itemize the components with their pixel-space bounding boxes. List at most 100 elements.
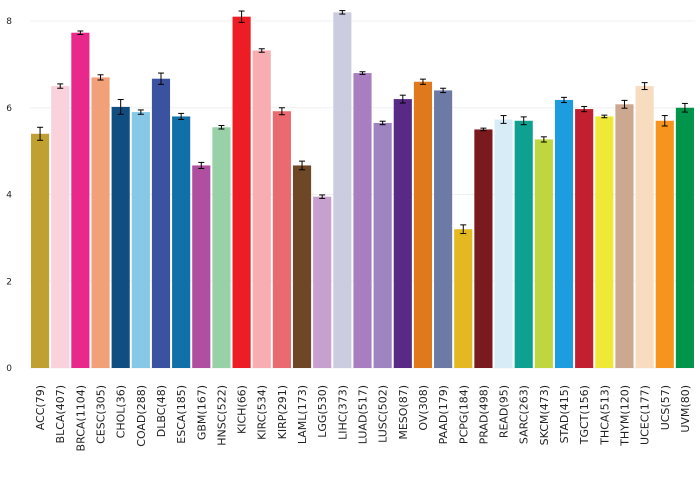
bar (111, 106, 130, 368)
x-tick-label: LGG(530) (316, 385, 329, 438)
error-bar (278, 107, 285, 116)
error-bar (37, 126, 44, 141)
bar (615, 104, 634, 368)
bar (192, 165, 211, 368)
x-tick-label: OV(308) (417, 385, 430, 431)
error-bar (359, 71, 366, 75)
x-tick-label: THCA(513) (598, 385, 611, 446)
bar (91, 77, 110, 369)
x-tick-label: READ(95) (498, 385, 511, 438)
error-bar (258, 48, 265, 53)
bar (272, 111, 291, 368)
bar (313, 196, 332, 368)
bars (31, 12, 694, 369)
error-bar (339, 10, 346, 15)
x-tick-label: ACC(79) (34, 385, 47, 430)
x-tick-label: LIHC(373) (336, 385, 349, 440)
bar (353, 73, 372, 368)
x-tick-label: GBM(167) (195, 385, 208, 440)
bar (252, 50, 271, 369)
error-bar (561, 96, 568, 104)
error-bar (137, 109, 144, 115)
bar (575, 109, 594, 368)
x-tick-label: PAAD(179) (437, 385, 450, 444)
x-tick-label: LAML(173) (296, 385, 309, 444)
bar (675, 107, 694, 368)
error-bar (198, 161, 205, 169)
x-axis-ticks: ACC(79) BLCA(407) BRCA(1104) CESC(305) CHOL(… (34, 385, 692, 451)
x-tick-label: LUSC(502) (377, 385, 390, 443)
x-tick-label: HNSC(522) (215, 385, 228, 446)
bar (151, 78, 171, 368)
bar (131, 112, 150, 369)
x-tick-label: ESCA(185) (175, 385, 188, 444)
x-tick-label: BLCA(407) (54, 385, 67, 443)
x-tick-label: UCS(57) (659, 385, 672, 430)
bar (554, 99, 574, 368)
x-tick-label: LUAD(517) (357, 385, 370, 444)
error-bar (57, 83, 64, 89)
bar (51, 86, 70, 368)
x-tick-label: KIRP(291) (276, 385, 289, 439)
x-tick-label: STAD(415) (558, 385, 571, 443)
x-tick-label: SKCM(473) (538, 385, 551, 445)
error-bar (299, 160, 306, 171)
bar (292, 165, 312, 368)
x-tick-label: DLBC(48) (155, 385, 168, 437)
bar (212, 127, 231, 369)
error-bar (178, 112, 185, 120)
bar (534, 139, 553, 368)
bar (172, 116, 191, 368)
error-bar (218, 125, 225, 130)
error-bar (581, 105, 588, 113)
error-bars (37, 10, 688, 235)
bar (474, 129, 493, 368)
x-tick-label: PCPG(184) (457, 385, 470, 444)
bar (454, 229, 473, 368)
x-tick-label: SARC(263) (518, 385, 531, 444)
error-bar (399, 94, 406, 104)
error-bar (117, 99, 124, 115)
bar (333, 12, 352, 369)
x-tick-label: UCEC(177) (639, 385, 652, 445)
error-bar (661, 115, 668, 127)
error-bar (440, 87, 447, 94)
x-tick-label: KICH(66) (236, 385, 249, 434)
bar (373, 122, 392, 368)
bar (71, 32, 90, 368)
error-bar (157, 72, 164, 85)
error-bar (601, 114, 608, 119)
x-tick-label: PRAD(498) (477, 385, 490, 444)
bar (494, 119, 513, 368)
error-bar (621, 99, 628, 109)
y-tick-label: 2 (6, 277, 12, 287)
error-bar (419, 78, 426, 85)
error-bar (77, 30, 84, 35)
error-bar (319, 194, 326, 199)
x-tick-label: KIRC(534) (256, 385, 269, 440)
x-tick-label: MESO(87) (397, 385, 410, 440)
error-bar (520, 116, 527, 126)
error-bar (641, 82, 648, 91)
x-tick-label: TGCT(156) (578, 385, 591, 445)
x-tick-label: COAD(288) (135, 385, 148, 447)
bar (31, 133, 50, 368)
bar (514, 120, 533, 368)
y-tick-label: 4 (6, 191, 12, 201)
bar (655, 120, 674, 368)
x-tick-label: UVM(80) (679, 385, 692, 433)
y-tick-label: 8 (6, 17, 12, 27)
error-bar (379, 120, 386, 126)
bar (434, 90, 453, 368)
x-tick-label: CHOL(36) (115, 385, 128, 438)
error-bar (460, 224, 467, 235)
error-bar (540, 136, 547, 143)
x-tick-label: CESC(305) (95, 385, 108, 444)
y-axis-ticks: 0 2 4 6 8 (6, 17, 12, 374)
bar (232, 16, 251, 369)
x-tick-label: THYM(120) (618, 385, 631, 447)
error-bar (480, 127, 487, 132)
y-tick-label: 6 (6, 104, 12, 114)
